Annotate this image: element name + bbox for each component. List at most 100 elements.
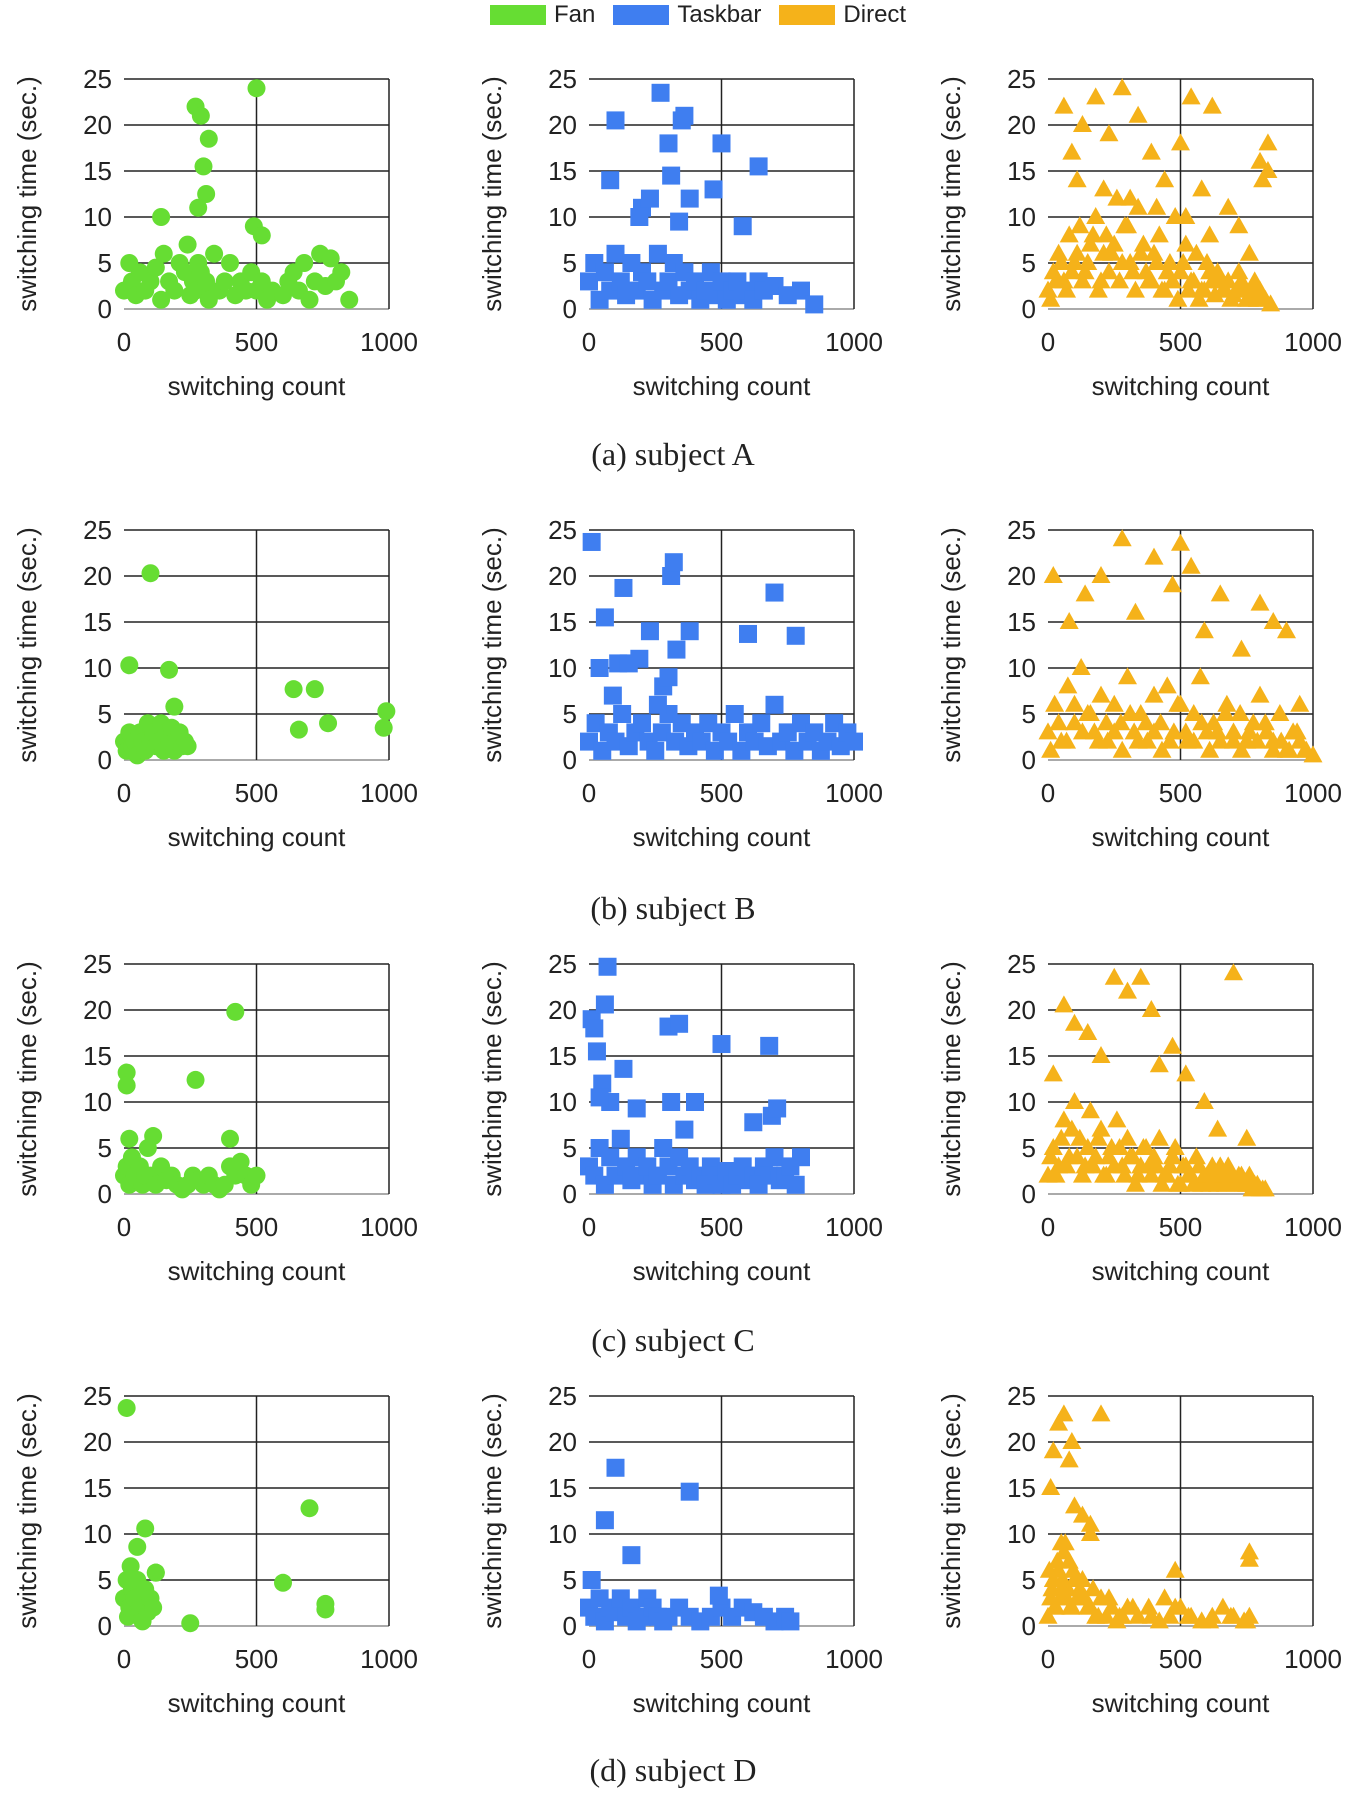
data-point	[319, 714, 338, 733]
data-point	[178, 737, 197, 756]
data-point	[1131, 967, 1151, 985]
data-point	[1088, 1128, 1108, 1146]
y-tick-label: 10	[548, 1519, 577, 1549]
data-point	[1247, 289, 1267, 307]
data-point	[1110, 271, 1130, 289]
y-tick-label: 10	[83, 1087, 112, 1117]
data-point	[1091, 1119, 1111, 1137]
x-tick-label: 500	[700, 778, 743, 808]
y-tick-label: 25	[1007, 515, 1036, 545]
data-point	[595, 995, 614, 1014]
y-tick-label: 15	[83, 156, 112, 186]
data-point	[1190, 667, 1210, 685]
data-point	[1141, 271, 1161, 289]
data-point	[1086, 87, 1106, 105]
data-point	[1221, 1606, 1241, 1624]
x-axis-title: switching count	[633, 1256, 812, 1286]
y-axis-title: switching time (sec.)	[936, 1393, 966, 1629]
data-point	[1149, 1055, 1169, 1073]
data-point	[765, 1148, 784, 1167]
data-point	[680, 189, 699, 208]
data-point	[1141, 142, 1161, 160]
data-point	[1253, 170, 1273, 188]
data-point	[749, 157, 768, 176]
data-point	[1229, 216, 1249, 234]
x-tick-label: 1000	[1284, 1212, 1342, 1242]
data-point	[1083, 1579, 1103, 1597]
x-tick-label: 500	[235, 327, 278, 357]
y-tick-label: 25	[1007, 1381, 1036, 1411]
x-tick-label: 1000	[360, 1212, 418, 1242]
data-point	[1080, 234, 1100, 252]
y-axis-title: switching time (sec.)	[12, 76, 42, 312]
x-axis-title: switching count	[1092, 822, 1271, 852]
x-tick-label: 1000	[1284, 1644, 1342, 1674]
y-tick-label: 15	[548, 156, 577, 186]
y-axis-title: switching time (sec.)	[477, 76, 507, 312]
y-tick-label: 0	[98, 745, 112, 775]
data-point	[377, 702, 396, 721]
data-point	[1171, 262, 1190, 280]
data-point	[1147, 253, 1167, 270]
data-point	[1224, 963, 1243, 981]
data-point	[117, 1398, 136, 1417]
data-point	[613, 705, 632, 723]
data-point	[1057, 731, 1077, 749]
data-point	[1043, 566, 1063, 583]
data-point	[1186, 1147, 1206, 1165]
data-point	[1094, 243, 1114, 261]
y-tick-label: 20	[1007, 995, 1036, 1025]
data-point	[1263, 740, 1283, 758]
data-point	[1160, 731, 1180, 749]
data-point	[585, 1019, 604, 1038]
data-point	[1120, 704, 1140, 721]
chart-subj-c-fan: 0 5 10 15 20 25 0 500 1000 switching count switchi…	[12, 949, 418, 1286]
data-point	[1088, 1606, 1108, 1624]
data-point	[1224, 722, 1243, 740]
data-point	[1118, 1128, 1137, 1146]
data-point	[630, 208, 649, 226]
data-point	[1107, 1110, 1127, 1128]
data-point	[1186, 243, 1206, 261]
data-point	[1192, 713, 1212, 731]
data-point	[1131, 243, 1151, 261]
data-point	[1071, 658, 1091, 675]
x-tick-label: 1000	[360, 1644, 418, 1674]
data-point	[1160, 253, 1180, 270]
data-point	[1038, 280, 1058, 298]
data-point	[1144, 685, 1164, 703]
data-point	[1115, 1165, 1135, 1183]
data-point	[295, 254, 314, 272]
data-point	[1141, 1606, 1161, 1624]
data-point	[712, 1035, 731, 1054]
y-tick-label: 25	[548, 949, 577, 979]
data-point	[595, 608, 614, 627]
data-point	[603, 686, 622, 705]
data-point	[680, 622, 699, 641]
data-point	[146, 1563, 165, 1582]
data-point	[1163, 271, 1183, 289]
x-axis-title: switching count	[1092, 1256, 1271, 1286]
y-tick-label: 10	[83, 653, 112, 683]
y-tick-label: 25	[548, 515, 577, 545]
x-tick-label: 0	[1041, 327, 1055, 357]
data-point	[1099, 262, 1119, 280]
data-point	[1061, 1597, 1081, 1615]
x-axis-title: switching count	[1092, 371, 1271, 401]
y-tick-label: 20	[83, 561, 112, 591]
data-point	[1072, 1505, 1092, 1523]
x-axis-title: switching count	[1092, 1688, 1271, 1718]
x-tick-label: 1000	[1284, 327, 1342, 357]
y-axis-title: switching time (sec.)	[936, 961, 966, 1197]
data-point	[1078, 1138, 1098, 1155]
y-tick-label: 0	[563, 745, 577, 775]
data-point	[1200, 1611, 1220, 1629]
data-point	[1231, 639, 1251, 657]
data-point	[1118, 981, 1137, 999]
x-tick-label: 1000	[825, 778, 883, 808]
data-point	[1218, 197, 1238, 215]
data-point	[1155, 1588, 1175, 1606]
data-point	[1226, 280, 1246, 298]
